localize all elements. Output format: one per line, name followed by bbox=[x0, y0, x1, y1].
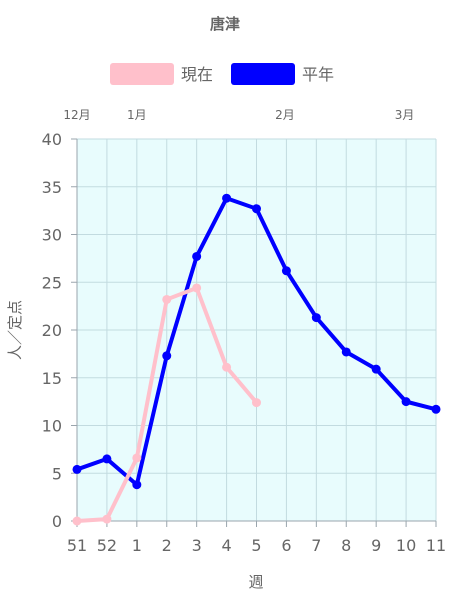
month-label: 12月 bbox=[63, 108, 90, 122]
month-label: 1月 bbox=[127, 108, 147, 122]
data-point bbox=[252, 398, 261, 408]
data-point bbox=[431, 404, 441, 414]
legend-label: 現在 bbox=[181, 65, 213, 84]
x-axis: 51 52 1 2 3 4 5 6 7 8 9 10 11 bbox=[67, 521, 446, 555]
data-point bbox=[222, 193, 232, 203]
data-point bbox=[72, 464, 82, 474]
data-point bbox=[192, 251, 202, 261]
x-tick-label: 3 bbox=[192, 536, 202, 555]
x-tick-label: 4 bbox=[221, 536, 231, 555]
data-point bbox=[281, 266, 291, 276]
month-label: 3月 bbox=[395, 108, 415, 122]
x-tick-label: 6 bbox=[281, 536, 291, 555]
x-tick-label: 7 bbox=[311, 536, 321, 555]
data-point bbox=[162, 351, 172, 361]
legend-swatch bbox=[110, 63, 174, 85]
x-tick-label: 5 bbox=[251, 536, 261, 555]
legend: 現在 平年 bbox=[110, 63, 334, 85]
series-layer bbox=[72, 193, 441, 526]
data-point bbox=[401, 397, 411, 407]
legend-swatch bbox=[231, 63, 295, 85]
data-point bbox=[192, 283, 202, 293]
x-axis-title: 週 bbox=[248, 573, 263, 591]
x-tick-label: 11 bbox=[426, 536, 446, 555]
y-tick-label: 40 bbox=[42, 130, 62, 149]
data-point bbox=[252, 204, 261, 214]
y-tick-label: 10 bbox=[42, 417, 62, 436]
x-tick-label: 8 bbox=[341, 536, 351, 555]
y-tick-label: 35 bbox=[42, 178, 62, 197]
x-tick-label: 52 bbox=[97, 536, 117, 555]
x-tick-label: 2 bbox=[162, 536, 172, 555]
y-tick-label: 20 bbox=[42, 321, 62, 340]
y-tick-label: 0 bbox=[52, 512, 62, 531]
plot-area bbox=[76, 138, 437, 522]
month-label: 2月 bbox=[275, 108, 295, 122]
x-tick-label: 10 bbox=[396, 536, 416, 555]
y-tick-label: 15 bbox=[42, 369, 62, 388]
data-point bbox=[341, 347, 351, 357]
data-point bbox=[371, 364, 381, 374]
legend-label: 平年 bbox=[302, 65, 334, 84]
data-point bbox=[222, 362, 232, 372]
y-axis-title: 人／定点 bbox=[6, 300, 24, 360]
data-point bbox=[132, 453, 142, 463]
y-tick-label: 5 bbox=[52, 464, 62, 483]
y-axis: 0 5 10 15 20 25 30 35 40 bbox=[42, 130, 77, 531]
data-point bbox=[102, 454, 112, 464]
data-point bbox=[162, 294, 172, 304]
data-point bbox=[72, 516, 82, 526]
y-tick-label: 30 bbox=[42, 226, 62, 245]
x-tick-label: 1 bbox=[132, 536, 142, 555]
x-tick-label: 51 bbox=[67, 536, 87, 555]
data-point bbox=[311, 313, 321, 323]
month-labels: 12月 1月 2月 3月 bbox=[63, 108, 414, 122]
data-point bbox=[132, 480, 142, 490]
y-tick-label: 25 bbox=[42, 273, 62, 292]
x-tick-label: 9 bbox=[371, 536, 381, 555]
data-point bbox=[102, 514, 112, 524]
chart-title: 唐津 bbox=[210, 15, 240, 33]
